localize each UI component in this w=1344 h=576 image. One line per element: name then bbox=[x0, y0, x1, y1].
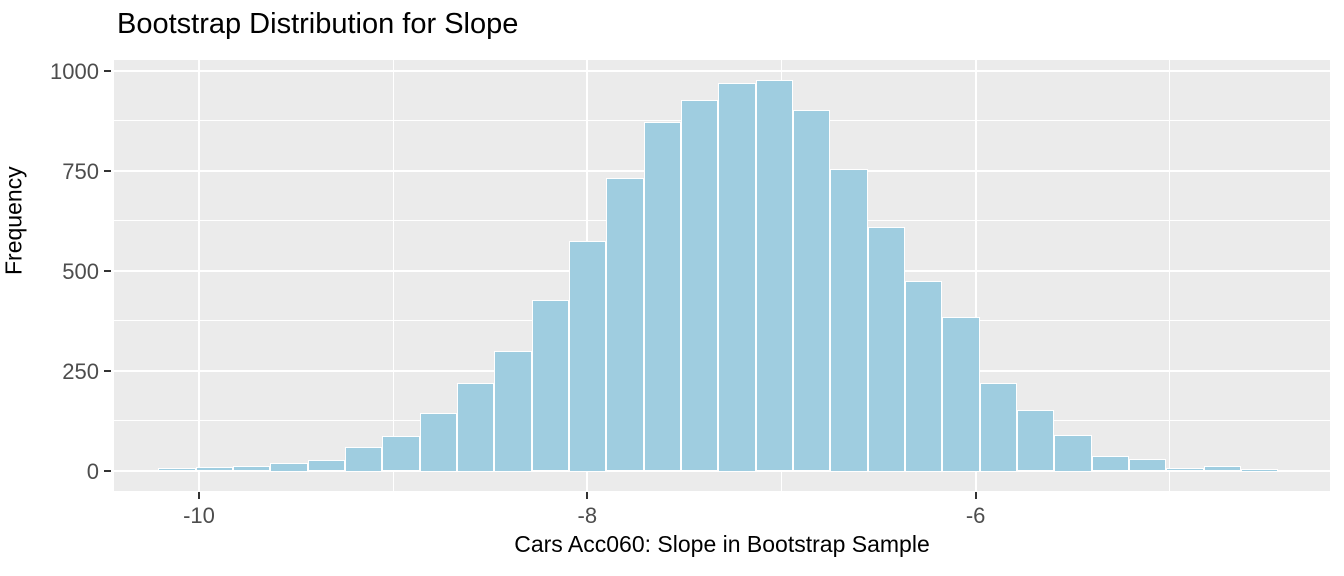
histogram-bar bbox=[1054, 435, 1092, 471]
histogram-bar bbox=[755, 80, 793, 471]
histogram-bar bbox=[158, 468, 196, 471]
x-tick-label: -10 bbox=[183, 503, 215, 528]
y-tick-label: 1000 bbox=[50, 58, 99, 84]
histogram-bar bbox=[1166, 467, 1204, 471]
histogram-bar bbox=[979, 383, 1017, 471]
histogram-bar bbox=[382, 436, 420, 471]
histogram-bar bbox=[344, 447, 383, 471]
x-tick-label: -6 bbox=[965, 503, 986, 528]
x-tick-mark bbox=[198, 492, 200, 499]
histogram-bar bbox=[606, 178, 644, 471]
histogram-bar bbox=[419, 413, 457, 471]
x-tick-label: -8 bbox=[577, 503, 598, 528]
histogram-bar bbox=[456, 383, 495, 471]
histogram-bar bbox=[1016, 409, 1055, 471]
histogram-bar bbox=[531, 300, 569, 471]
histogram-bar bbox=[643, 122, 681, 471]
histogram-bar bbox=[195, 466, 233, 471]
histogram-bar bbox=[830, 169, 868, 471]
y-tick-label: 0 bbox=[86, 458, 99, 484]
histogram-bar bbox=[904, 281, 943, 471]
histogram-bar bbox=[792, 109, 831, 471]
y-tick-mark bbox=[104, 69, 111, 72]
x-tick-mark bbox=[974, 492, 977, 499]
x-minor-gridline bbox=[392, 60, 394, 491]
histogram-bar bbox=[270, 463, 308, 471]
plot-title: Bootstrap Distribution for Slope bbox=[117, 8, 519, 40]
histogram-bar bbox=[718, 83, 756, 471]
plot-panel bbox=[114, 60, 1330, 491]
x-major-gridline bbox=[198, 60, 200, 491]
histogram-bar bbox=[867, 227, 905, 471]
histogram-bar bbox=[307, 460, 345, 471]
x-major-gridline bbox=[974, 60, 977, 491]
histogram-bar bbox=[942, 317, 980, 471]
x-axis-title: Cars Acc060: Slope in Bootstrap Sample bbox=[514, 531, 930, 557]
histogram-bar bbox=[680, 100, 719, 471]
x-minor-gridline bbox=[1169, 60, 1171, 491]
histogram-bar bbox=[232, 465, 271, 471]
y-tick-mark bbox=[104, 469, 111, 472]
x-tick-mark bbox=[586, 492, 589, 499]
y-major-gridline bbox=[114, 469, 1330, 472]
histogram-bar bbox=[494, 351, 532, 471]
y-tick-label: 750 bbox=[62, 158, 99, 184]
y-tick-mark bbox=[104, 269, 111, 272]
y-tick-label: 250 bbox=[62, 358, 99, 384]
y-tick-mark bbox=[104, 169, 111, 172]
histogram-bar bbox=[1240, 468, 1279, 471]
y-tick-mark bbox=[104, 369, 111, 372]
y-tick-label: 500 bbox=[62, 258, 99, 284]
histogram-bar bbox=[1091, 455, 1129, 471]
y-axis-title: Frequency bbox=[0, 166, 27, 275]
histogram-bar bbox=[1128, 459, 1167, 471]
histogram-bar bbox=[568, 241, 607, 471]
y-major-gridline bbox=[114, 69, 1330, 72]
histogram-bar bbox=[1203, 465, 1241, 471]
